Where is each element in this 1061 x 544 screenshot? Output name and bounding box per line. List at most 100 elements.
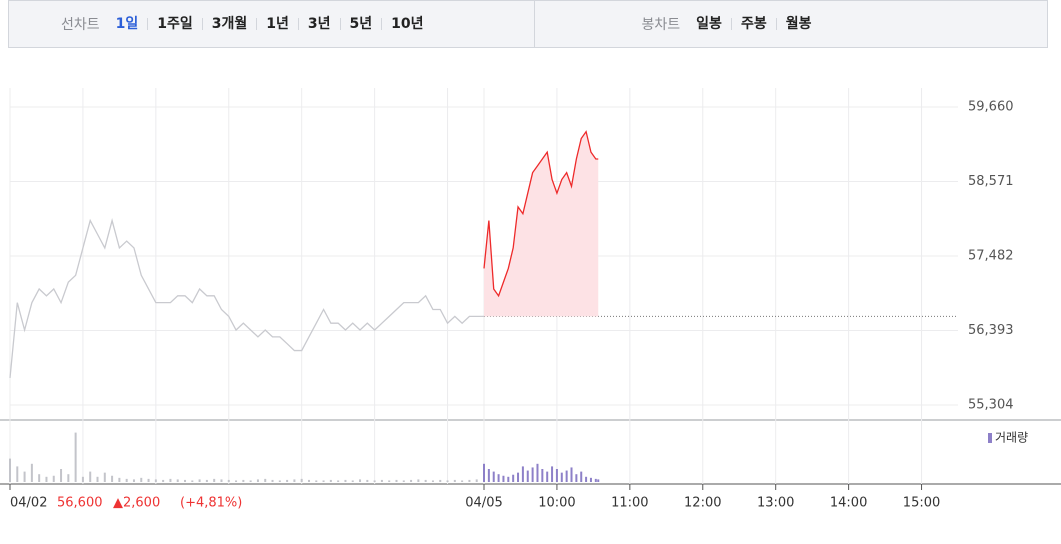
- volume-bar: [380, 479, 383, 482]
- volume-bar: [507, 476, 510, 482]
- x-tick-label: 10:00: [538, 496, 575, 511]
- x-tick-label: 11:00: [611, 496, 648, 511]
- volume-bar: [517, 472, 520, 482]
- change: ▲2,600: [113, 496, 160, 511]
- line-chart-tabs: 선차트 1일 1주일 3개월 1년 3년 5년 10년: [9, 1, 535, 47]
- x-tick-label: 04/02: [10, 496, 47, 511]
- volume-bar: [502, 475, 505, 482]
- volume-bar: [227, 479, 230, 482]
- tab[interactable]: 1일: [115, 16, 139, 32]
- tab[interactable]: 5년: [339, 17, 382, 31]
- volume-bar: [16, 466, 19, 482]
- volume-bar: [546, 471, 549, 482]
- volume-bar: [589, 477, 592, 482]
- volume-bar: [81, 476, 84, 482]
- tab[interactable]: 3년: [297, 17, 340, 31]
- volume-bar: [293, 479, 296, 482]
- candle-chart-tabs: 봉차트 일봉 주봉 월봉: [535, 1, 1047, 47]
- volume-bar: [337, 480, 340, 482]
- y-tick-label: 55,304: [968, 398, 1014, 413]
- volume-bar: [366, 479, 369, 482]
- y-tick-label: 57,482: [968, 249, 1014, 264]
- tab[interactable]: 1년: [256, 17, 298, 31]
- volume-bar: [597, 479, 600, 482]
- change-rate: (+4,81%): [180, 496, 242, 511]
- volume-bar: [103, 472, 106, 482]
- volume-bar: [329, 479, 332, 482]
- volume-bar: [256, 479, 259, 482]
- tab[interactable]: 월봉: [775, 17, 821, 31]
- volume-bar: [235, 480, 238, 482]
- volume-bar: [271, 479, 274, 482]
- volume-bar: [89, 471, 92, 482]
- x-tick-label: 15:00: [903, 496, 940, 511]
- volume-bar: [184, 479, 187, 482]
- volume-bar: [483, 463, 485, 482]
- volume-bar: [132, 479, 135, 482]
- tab[interactable]: 10년: [381, 17, 432, 31]
- prev-close: 56,600: [57, 496, 103, 511]
- volume-bar: [38, 474, 41, 482]
- volume-bar: [388, 480, 391, 482]
- volume-bar: [125, 478, 128, 482]
- volume-bar: [220, 479, 223, 482]
- tab[interactable]: 3개월: [201, 17, 257, 31]
- volume-bar: [461, 480, 464, 482]
- volume-bar: [359, 479, 362, 482]
- volume-bar: [162, 479, 165, 482]
- volume-bar: [315, 480, 318, 482]
- volume-bar: [424, 479, 427, 482]
- x-tick-label: 14:00: [830, 496, 867, 511]
- volume-bar: [198, 479, 201, 482]
- volume-bar: [67, 474, 70, 482]
- volume-bar: [344, 479, 347, 482]
- volume-bar: [551, 466, 554, 482]
- volume-bar: [205, 479, 208, 482]
- y-tick-label: 56,393: [968, 323, 1014, 338]
- volume-bar: [30, 463, 33, 482]
- volume-bar: [52, 475, 55, 482]
- volume-bar: [468, 479, 471, 482]
- tab[interactable]: 1주일: [147, 17, 202, 31]
- volume-bar: [565, 470, 568, 482]
- volume-bar: [176, 479, 179, 482]
- x-tick-label: 13:00: [757, 496, 794, 511]
- volume-bar: [570, 467, 573, 482]
- volume-bar: [475, 479, 478, 482]
- volume-bar: [96, 476, 99, 482]
- volume-bar: [278, 480, 281, 482]
- volume-legend: 거래량: [995, 431, 1028, 445]
- volume-bar: [453, 479, 456, 482]
- volume-bar: [402, 480, 405, 482]
- volume-bar: [492, 471, 495, 482]
- volume-bar: [521, 466, 524, 482]
- line-chart-label: 선차트: [61, 17, 100, 33]
- volume-bar: [541, 469, 544, 482]
- volume-bar: [322, 480, 325, 482]
- volume-bar: [74, 432, 77, 482]
- volume-bar: [560, 472, 563, 482]
- volume-bar: [286, 479, 289, 482]
- tab[interactable]: 일봉: [696, 16, 722, 32]
- volume-bar: [213, 478, 216, 482]
- volume-bar: [169, 478, 172, 482]
- volume-bar: [23, 471, 26, 482]
- tab[interactable]: 주봉: [730, 17, 776, 31]
- y-tick-label: 59,660: [968, 100, 1014, 115]
- volume-bar: [351, 480, 354, 482]
- volume-bar: [111, 475, 114, 482]
- candle-chart-label: 봉차트: [641, 17, 681, 33]
- volume-bar: [140, 477, 143, 482]
- toolbar: 선차트 1일 1주일 3개월 1년 3년 5년 10년 봉차트 일봉 주봉 월봉: [8, 0, 1048, 48]
- volume-bar: [264, 478, 267, 482]
- x-tick-label: 12:00: [684, 496, 721, 511]
- volume-bar: [242, 479, 245, 482]
- volume-bar: [575, 474, 578, 482]
- volume-bar: [487, 469, 490, 482]
- volume-bar: [373, 480, 376, 482]
- volume-bar: [410, 479, 413, 482]
- volume-bar: [526, 470, 529, 482]
- y-tick-label: 58,571: [968, 174, 1014, 189]
